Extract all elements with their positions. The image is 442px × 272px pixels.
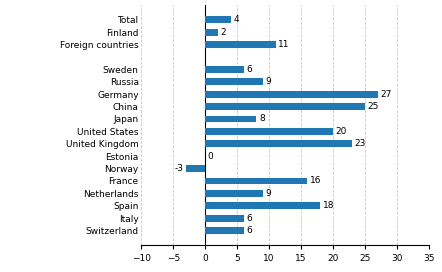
- Text: 4: 4: [233, 15, 239, 24]
- Text: 0: 0: [208, 152, 213, 161]
- Text: 6: 6: [246, 226, 252, 235]
- Text: 25: 25: [367, 102, 379, 111]
- Bar: [205, 190, 263, 197]
- Text: 8: 8: [259, 115, 265, 123]
- Text: 6: 6: [246, 214, 252, 222]
- Bar: [205, 140, 352, 147]
- Bar: [205, 215, 244, 221]
- Bar: [205, 66, 244, 73]
- Text: 20: 20: [335, 127, 347, 136]
- Text: 9: 9: [265, 77, 271, 86]
- Bar: [205, 227, 244, 234]
- Bar: [205, 78, 263, 85]
- Text: 2: 2: [221, 28, 226, 37]
- Bar: [205, 16, 231, 23]
- Bar: [186, 165, 205, 172]
- Bar: [205, 41, 275, 48]
- Bar: [205, 128, 333, 135]
- Text: 23: 23: [354, 139, 366, 148]
- Text: 6: 6: [246, 65, 252, 74]
- Text: -3: -3: [175, 164, 183, 173]
- Text: 18: 18: [323, 201, 334, 210]
- Text: 27: 27: [380, 89, 392, 99]
- Bar: [205, 202, 320, 209]
- Bar: [205, 103, 365, 110]
- Bar: [205, 178, 308, 184]
- Bar: [205, 116, 256, 122]
- Text: 16: 16: [310, 177, 321, 186]
- Text: 11: 11: [278, 40, 290, 49]
- Bar: [205, 29, 218, 36]
- Bar: [205, 91, 377, 98]
- Text: 9: 9: [265, 189, 271, 198]
